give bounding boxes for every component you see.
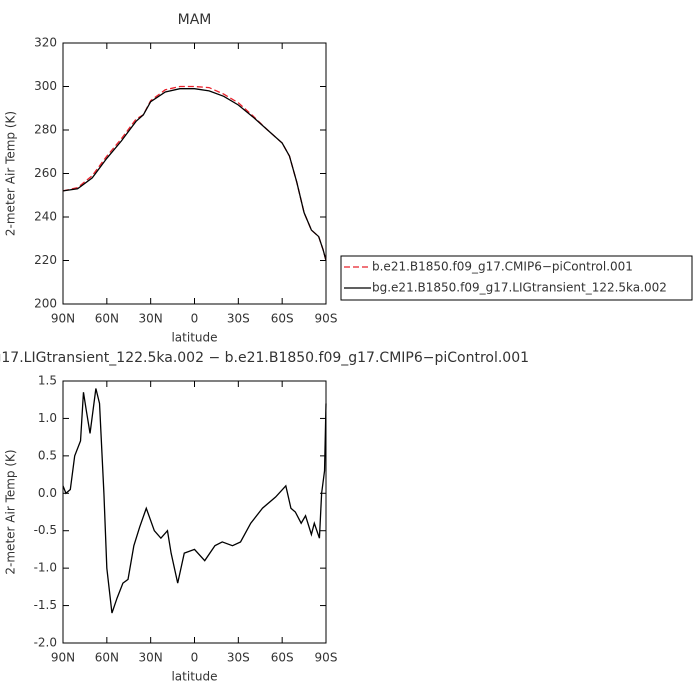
y-tick-label: 280	[34, 123, 57, 137]
x-tick-label: 60S	[271, 651, 294, 665]
y-tick-label: 320	[34, 36, 57, 50]
data-line	[62, 85, 327, 261]
x-tick-label: 60N	[95, 312, 119, 326]
y-axis-label: 2-meter Air Temp (K)	[4, 111, 18, 236]
x-tick-label: 30S	[227, 651, 250, 665]
x-tick-label: 0	[191, 651, 199, 665]
y-tick-label: 0.0	[38, 486, 57, 500]
x-tick-label: 0	[191, 312, 199, 326]
x-tick-label: 90N	[51, 312, 75, 326]
chart-title: bg.e21.B1850.f09_g17.LIGtransient_122.5k…	[0, 350, 529, 366]
x-axis-label: latitude	[171, 331, 217, 345]
y-tick-label: -0.5	[34, 523, 57, 537]
y-tick-label: 0.5	[38, 448, 57, 462]
x-tick-label: 30N	[139, 312, 163, 326]
y-tick-label: 240	[34, 210, 57, 224]
data-line	[62, 388, 327, 614]
legend-label: bg.e21.B1850.f09_g17.LIGtransient_122.5k…	[372, 281, 667, 295]
x-axis-label: latitude	[171, 670, 217, 684]
y-tick-label: 1.5	[38, 374, 57, 388]
x-tick-label: 90S	[315, 651, 338, 665]
x-tick-label: 60N	[95, 651, 119, 665]
x-tick-label: 90N	[51, 651, 75, 665]
x-tick-label: 30S	[227, 312, 250, 326]
y-tick-label: -1.0	[34, 561, 57, 575]
legend-label: b.e21.B1850.f09_g17.CMIP6−piControl.001	[372, 260, 633, 274]
chart-title: MAM	[178, 12, 212, 28]
plot-frame	[62, 42, 327, 305]
x-tick-label: 30N	[139, 651, 163, 665]
y-tick-label: 1.0	[38, 411, 57, 425]
y-tick-label: 300	[34, 79, 57, 93]
x-tick-label: 60S	[271, 312, 294, 326]
y-tick-label: 200	[34, 297, 57, 311]
plot-frame	[62, 380, 327, 644]
legend-box	[340, 255, 693, 301]
y-tick-label: -1.5	[34, 598, 57, 612]
y-tick-label: 220	[34, 253, 57, 267]
y-axis-label: 2-meter Air Temp (K)	[4, 449, 18, 574]
y-tick-label: -2.0	[34, 636, 57, 650]
y-tick-label: 260	[34, 166, 57, 180]
x-tick-label: 90S	[315, 312, 338, 326]
data-line	[62, 88, 327, 261]
